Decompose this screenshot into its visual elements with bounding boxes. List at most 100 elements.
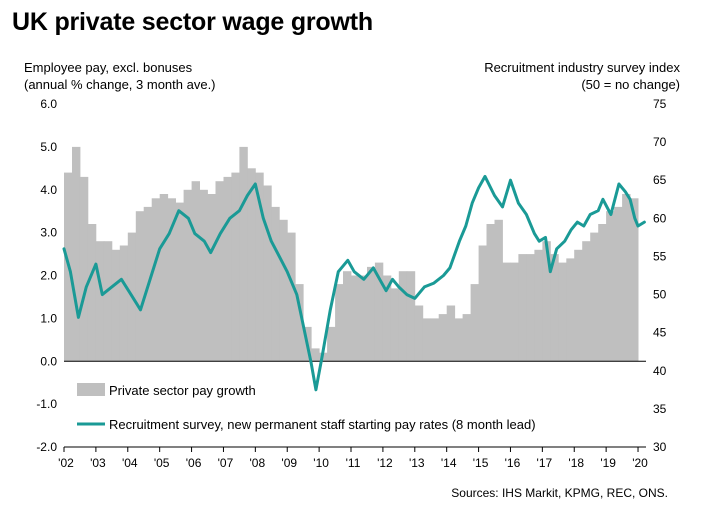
bar-5 (103, 241, 113, 362)
bar-43 (406, 271, 416, 362)
bar-64 (574, 249, 583, 362)
bar-27 (279, 219, 288, 362)
bar-46 (430, 318, 440, 362)
x-tick-label: '18 (568, 456, 584, 470)
bar-31 (311, 348, 320, 362)
right-tick-label: 65 (653, 173, 667, 187)
legend-line-label: Recruitment survey, new permanent staff … (109, 417, 536, 432)
bar-50 (462, 314, 471, 362)
bar-34 (335, 284, 344, 362)
x-tick-label: '09 (281, 456, 297, 470)
bar-38 (367, 266, 376, 362)
bar-63 (566, 258, 575, 362)
right-tick-label: 45 (653, 326, 667, 340)
bar-series (64, 146, 639, 362)
bar-39 (374, 262, 384, 362)
left-tick-label: 0.0 (40, 354, 57, 368)
bar-53 (486, 224, 495, 362)
x-tick-label: '12 (377, 456, 393, 470)
legend-bar-swatch (77, 383, 105, 396)
bar-42 (398, 271, 408, 362)
x-tick-label: '16 (505, 456, 521, 470)
bar-71 (630, 198, 639, 362)
bar-56 (510, 262, 519, 362)
bar-3 (87, 224, 97, 362)
bar-23 (247, 168, 256, 362)
bar-6 (111, 249, 121, 362)
bar-65 (582, 241, 591, 362)
bar-70 (622, 194, 631, 362)
bar-52 (478, 245, 487, 362)
right-axis-title: Recruitment industry survey index (50 = … (484, 59, 680, 93)
x-tick-label: '05 (154, 456, 170, 470)
legend: Private sector pay growth Recruitment su… (77, 383, 536, 432)
right-tick-label: 60 (653, 211, 667, 225)
bar-47 (438, 314, 448, 362)
bar-7 (119, 245, 129, 362)
x-tick-label: '17 (537, 456, 553, 470)
bar-41 (390, 288, 400, 362)
x-tick-label: '19 (600, 456, 616, 470)
left-axis-title: Employee pay, excl. bonuses (annual % ch… (24, 59, 216, 93)
bar-48 (446, 305, 456, 362)
x-tick-label: '13 (409, 456, 425, 470)
x-tick-label: '07 (218, 456, 234, 470)
x-tick-label: '08 (250, 456, 266, 470)
right-axis-title-line2: (50 = no change) (581, 77, 680, 92)
bar-55 (502, 262, 511, 362)
left-tick-label: 6.0 (40, 97, 57, 111)
bar-9 (135, 211, 145, 362)
bar-13 (167, 198, 176, 362)
bar-19 (215, 181, 224, 362)
bar-12 (159, 194, 169, 362)
bar-58 (526, 254, 535, 362)
bar-24 (255, 172, 264, 362)
x-tick-label: '14 (441, 456, 457, 470)
x-tick-label: '02 (58, 456, 74, 470)
right-tick-label: 40 (653, 364, 667, 378)
right-tick-label: 75 (653, 97, 667, 111)
bar-1 (72, 146, 81, 362)
left-axis-title-line1: Employee pay, excl. bonuses (24, 60, 193, 75)
bar-16 (191, 181, 200, 362)
bar-60 (542, 241, 551, 362)
x-axis-ticks: '02 '03 '04 '05 '06 '07 '08 '09 '10 '11 '12 '13 '14 '… (58, 447, 648, 470)
right-axis-title-line1: Recruitment industry survey index (484, 60, 680, 75)
bar-28 (287, 232, 296, 362)
x-tick-label: '11 (346, 456, 361, 470)
bar-26 (271, 206, 280, 362)
recruitment-survey-line (62, 174, 646, 392)
bar-44 (414, 305, 424, 362)
bar-61 (550, 254, 559, 362)
x-tick-label: '06 (186, 456, 202, 470)
bar-59 (534, 249, 543, 362)
x-tick-label: '04 (122, 456, 138, 470)
bar-15 (183, 189, 192, 362)
bar-36 (351, 275, 360, 362)
left-tick-label: 3.0 (40, 226, 57, 240)
right-tick-label: 30 (653, 440, 667, 454)
bar-40 (382, 275, 392, 362)
chart-title: UK private sector wage growth (12, 8, 373, 36)
bar-20 (223, 176, 232, 362)
x-tick-label: '03 (90, 456, 106, 470)
right-tick-label: 35 (653, 402, 667, 416)
left-tick-label: 4.0 (40, 183, 57, 197)
legend-bar-label: Private sector pay growth (109, 383, 256, 398)
bar-66 (590, 232, 599, 362)
left-tick-label: 5.0 (40, 140, 57, 154)
bar-57 (518, 254, 527, 362)
bar-45 (422, 318, 432, 362)
x-tick-label: '10 (313, 456, 329, 470)
bar-68 (606, 211, 615, 362)
bar-25 (263, 185, 272, 362)
bar-49 (454, 318, 464, 362)
bar-35 (343, 271, 352, 362)
bar-2 (79, 176, 89, 362)
bar-67 (598, 224, 607, 362)
bar-37 (359, 275, 368, 362)
bar-4 (95, 241, 105, 362)
bar-17 (199, 189, 208, 362)
bar-14 (175, 202, 184, 362)
